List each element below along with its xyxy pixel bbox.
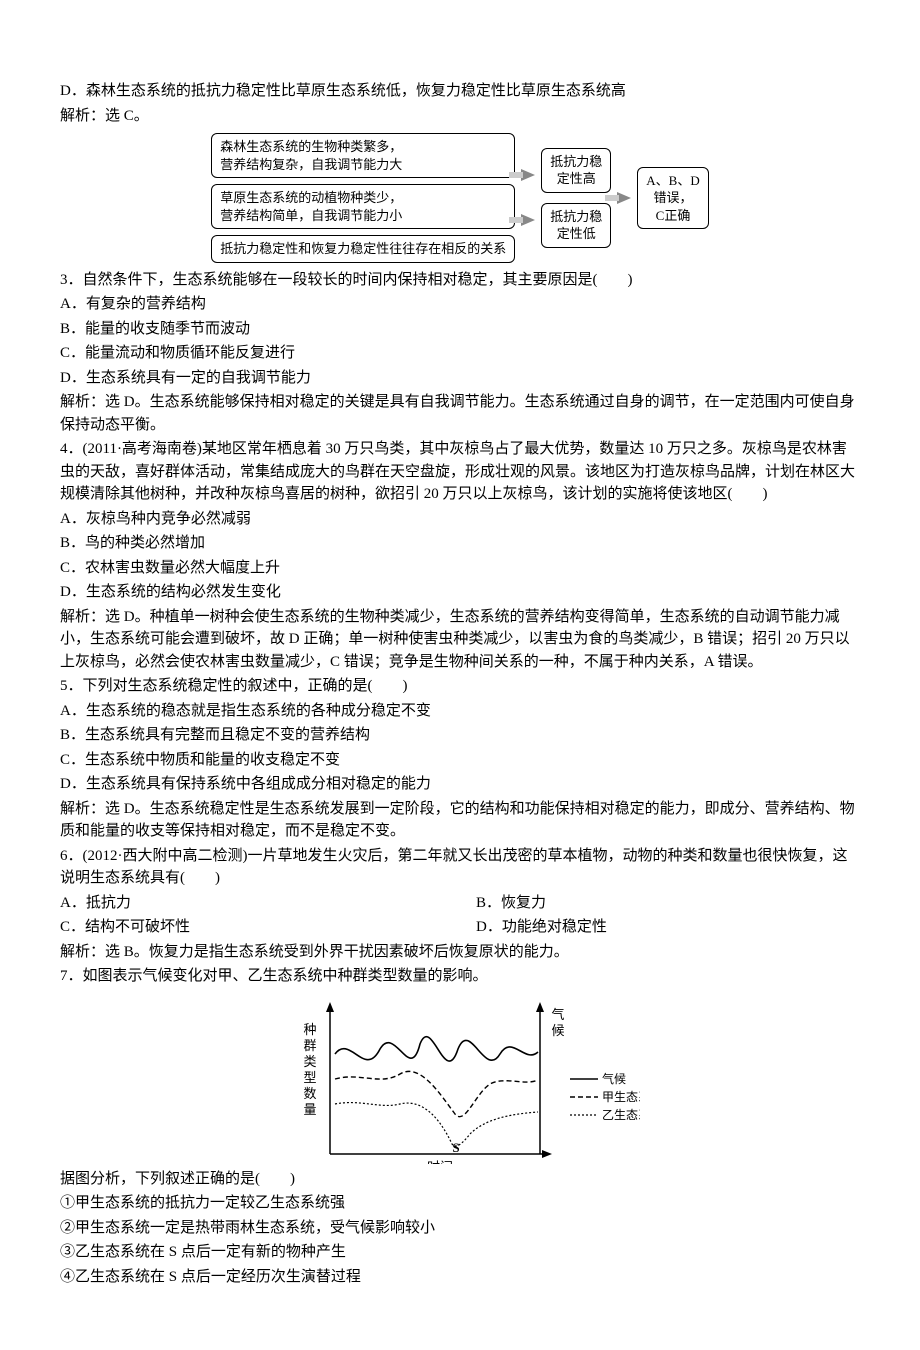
svg-text:气候: 气候	[602, 1071, 626, 1086]
q7-stem: 7．如图表示气候变化对甲、乙生态系统中种群类型数量的影响。	[60, 965, 860, 988]
q5-option-b: B．生态系统具有完整而且稳定不变的营养结构	[60, 724, 860, 747]
q3-explain: 解析：选 D。生态系统能够保持相对稳定的关键是具有自我调节能力。生态系统通过自身…	[60, 391, 860, 436]
q4-option-b: B．鸟的种类必然增加	[60, 532, 860, 555]
q6-option-b: B．恢复力	[476, 892, 860, 915]
q6-stem: 6．(2012·西大附中高二检测)一片草地发生火灾后，第二年就又长出茂密的草本植…	[60, 845, 860, 890]
q3-option-a: A．有复杂的营养结构	[60, 293, 860, 316]
svg-text:类: 类	[303, 1054, 316, 1069]
arrow-icon	[521, 214, 535, 226]
q6-option-d: D．功能绝对稳定性	[476, 916, 860, 939]
q7-statement-2: ②甲生态系统一定是热带雨林生态系统，受气候影响较小	[60, 1217, 860, 1240]
diagram-box-relation: 抵抗力稳定性和恢复力稳定性往往存在相反的关系	[211, 235, 515, 263]
svg-text:数: 数	[303, 1086, 316, 1101]
q6-option-a: A．抵抗力	[60, 892, 444, 915]
q4-option-d: D．生态系统的结构必然发生变化	[60, 581, 860, 604]
q6-explain: 解析：选 B。恢复力是指生态系统受到外界干扰因素破坏后恢复原状的能力。	[60, 941, 860, 964]
q4-explain: 解析：选 D。种植单一树种会使生态系统的生物种类减少，生态系统的营养结构变得简单…	[60, 606, 860, 674]
q7-statement-4: ④乙生态系统在 S 点后一定经历次生演替过程	[60, 1266, 860, 1289]
q6-options-row2: C．结构不可破坏性 D．功能绝对稳定性	[60, 916, 860, 941]
q3-stem: 3．自然条件下，生态系统能够在一段较长的时间内保持相对稳定，其主要原因是( )	[60, 269, 860, 292]
svg-text:气: 气	[551, 1007, 564, 1022]
arrow-icon	[617, 192, 631, 204]
q6-options-row1: A．抵抗力 B．恢复力	[60, 892, 860, 917]
q5-explain: 解析：选 D。生态系统稳定性是生态系统发展到一定阶段，它的结构和功能保持相对稳定…	[60, 798, 860, 843]
arrow-group-2	[617, 192, 631, 204]
q7-statement-3: ③乙生态系统在 S 点后一定有新的物种产生	[60, 1241, 860, 1264]
q4-option-a: A．灰椋鸟种内竞争必然减弱	[60, 508, 860, 531]
q5-option-d: D．生态系统具有保持系统中各组成成分相对稳定的能力	[60, 773, 860, 796]
prev-option-d: D．森林生态系统的抵抗力稳定性比草原生态系统低，恢复力稳定性比草原生态系统高	[60, 80, 860, 103]
svg-text:S: S	[452, 1140, 459, 1155]
svg-text:时间: 时间	[427, 1159, 453, 1163]
svg-text:候: 候	[551, 1023, 564, 1038]
q3-option-d: D．生态系统具有一定的自我调节能力	[60, 367, 860, 390]
q3-option-c: C．能量流动和物质循环能反复进行	[60, 342, 860, 365]
diagram-box-forest: 森林生态系统的生物种类繁多， 营养结构复杂，自我调节能力大	[211, 133, 515, 178]
arrow-group-1	[521, 153, 535, 243]
svg-text:乙生态系统: 乙生态系统	[602, 1108, 640, 1122]
diagram-box-low: 抵抗力稳 定性低	[541, 203, 611, 248]
climate-chart-svg: 种群类型数量 气候时间 S 气候甲生态系统乙生态系统	[280, 994, 640, 1164]
q5-stem: 5．下列对生态系统稳定性的叙述中，正确的是( )	[60, 675, 860, 698]
q7-after: 据图分析，下列叙述正确的是( )	[60, 1168, 860, 1191]
diagram-box-grassland: 草原生态系统的动植物种类少， 营养结构简单，自我调节能力小	[211, 184, 515, 229]
q4-option-c: C．农林害虫数量必然大幅度上升	[60, 557, 860, 580]
q7-statement-1: ①甲生态系统的抵抗力一定较乙生态系统强	[60, 1192, 860, 1215]
diagram-box-answer: A、B、D 错误， C正确	[637, 167, 708, 230]
q6-option-c: C．结构不可破坏性	[60, 916, 444, 939]
q5-option-c: C．生态系统中物质和能量的收支稳定不变	[60, 749, 860, 772]
q3-option-b: B．能量的收支随季节而波动	[60, 318, 860, 341]
prev-explain: 解析：选 C。	[60, 105, 860, 128]
svg-text:型: 型	[303, 1070, 316, 1085]
q4-stem: 4．(2011·高考海南卷)某地区常年栖息着 30 万只鸟类，其中灰椋鸟占了最大…	[60, 438, 860, 506]
svg-text:种: 种	[303, 1022, 316, 1037]
q5-option-a: A．生态系统的稳态就是指生态系统的各种成分稳定不变	[60, 700, 860, 723]
svg-text:甲生态系统: 甲生态系统	[602, 1090, 640, 1104]
diagram-box-high: 抵抗力稳 定性高	[541, 148, 611, 193]
concept-diagram: 森林生态系统的生物种类繁多， 营养结构复杂，自我调节能力大 草原生态系统的动植物…	[60, 133, 860, 263]
arrow-icon	[521, 169, 535, 181]
climate-chart: 种群类型数量 气候时间 S 气候甲生态系统乙生态系统	[60, 994, 860, 1164]
svg-text:量: 量	[303, 1102, 316, 1117]
svg-text:群: 群	[303, 1038, 316, 1053]
